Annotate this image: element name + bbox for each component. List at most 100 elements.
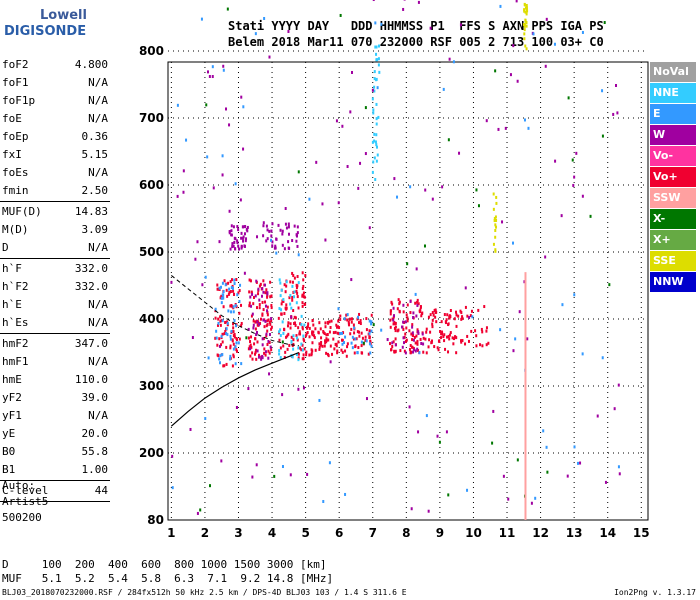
echo-point xyxy=(464,286,467,290)
echo-point xyxy=(228,291,231,295)
echo-point xyxy=(254,320,257,324)
echo-point xyxy=(281,232,284,236)
echo-point xyxy=(509,73,512,77)
echo-point xyxy=(372,323,375,327)
param-name: h`Es xyxy=(2,316,29,329)
echo-point xyxy=(364,152,367,156)
echo-point xyxy=(300,348,303,352)
legend-item: X+ xyxy=(650,230,696,250)
echo-point xyxy=(304,334,307,338)
echo-point xyxy=(228,209,231,213)
echo-point xyxy=(577,461,580,465)
echo-point xyxy=(448,333,451,337)
echo-point xyxy=(402,320,405,324)
echo-point xyxy=(353,326,356,330)
echo-point xyxy=(277,316,280,320)
echo-point xyxy=(234,247,237,251)
echo-point xyxy=(271,244,274,248)
echo-point xyxy=(249,343,252,347)
echo-point xyxy=(301,271,304,275)
echo-point xyxy=(337,201,340,205)
echo-point xyxy=(315,160,318,164)
echo-point xyxy=(264,300,267,304)
echo-point xyxy=(279,294,282,298)
echo-point xyxy=(332,331,335,335)
echo-point xyxy=(394,321,397,325)
echo-point xyxy=(240,321,243,325)
echo-point xyxy=(291,284,294,288)
echo-point xyxy=(567,96,570,100)
echo-point xyxy=(386,338,389,342)
echo-point xyxy=(287,321,290,325)
echo-point xyxy=(397,298,400,302)
param-value: 39.0 xyxy=(81,391,109,404)
echo-point xyxy=(487,341,490,345)
echo-point xyxy=(358,321,361,325)
echo-point xyxy=(302,284,305,288)
echo-point xyxy=(522,23,525,27)
param-name: MUF(D) xyxy=(2,205,42,218)
param-name: yF1 xyxy=(2,409,22,422)
echo-point xyxy=(217,321,220,325)
echo-point xyxy=(375,102,378,106)
param-separator xyxy=(0,258,110,259)
echo-point xyxy=(415,334,418,338)
echo-point xyxy=(455,310,458,314)
echo-point xyxy=(424,188,427,192)
echo-point xyxy=(589,214,592,218)
echo-point xyxy=(497,127,500,131)
param-value: N/A xyxy=(88,409,108,422)
echo-point xyxy=(368,335,371,339)
echo-point xyxy=(265,334,268,338)
echo-point xyxy=(373,77,376,81)
echo-point xyxy=(425,327,428,331)
echo-point xyxy=(406,303,409,307)
echo-point xyxy=(328,330,331,334)
echo-point xyxy=(318,345,321,349)
echo-point xyxy=(408,347,411,351)
echo-point xyxy=(393,177,396,181)
echo-point xyxy=(527,126,530,130)
echo-point xyxy=(207,356,210,360)
echo-point xyxy=(219,361,222,365)
echo-point xyxy=(220,459,223,463)
echo-point xyxy=(281,393,284,397)
echo-point xyxy=(270,234,273,238)
echo-point xyxy=(335,119,338,123)
echo-point xyxy=(434,315,437,319)
echo-point xyxy=(290,306,293,310)
echo-point xyxy=(228,123,231,127)
parameter-table: foF2 4.800 foF1 N/A foF1p N/A foE N/A foEp 0.36 fx… xyxy=(0,56,110,503)
echo-point xyxy=(371,88,374,92)
echo-point xyxy=(286,324,289,328)
echo-point xyxy=(431,322,434,326)
echo-point xyxy=(618,472,621,476)
echo-point xyxy=(232,342,235,346)
param-name: h`F xyxy=(2,262,22,275)
echo-point xyxy=(220,343,223,347)
echo-point xyxy=(523,118,526,122)
echo-point xyxy=(271,222,274,226)
echo-point xyxy=(460,340,463,344)
echo-point xyxy=(416,300,419,304)
echo-point xyxy=(262,279,265,283)
echo-point xyxy=(492,192,495,196)
echo-point xyxy=(350,278,353,282)
echo-point xyxy=(303,339,306,343)
echo-point xyxy=(459,23,462,27)
echo-point xyxy=(475,334,478,338)
echo-point xyxy=(266,291,269,295)
echo-point xyxy=(268,320,271,324)
echo-point xyxy=(370,320,373,324)
echo-point xyxy=(255,306,258,310)
echo-point xyxy=(371,97,374,101)
echo-point xyxy=(380,22,383,26)
param-row: h`Es N/A xyxy=(0,314,110,332)
echo-point xyxy=(349,110,352,114)
echo-point xyxy=(356,330,359,334)
echo-point xyxy=(544,64,547,68)
echo-point xyxy=(392,318,395,322)
echo-point xyxy=(409,311,412,315)
echo-point xyxy=(218,344,221,348)
echo-point xyxy=(451,336,454,340)
